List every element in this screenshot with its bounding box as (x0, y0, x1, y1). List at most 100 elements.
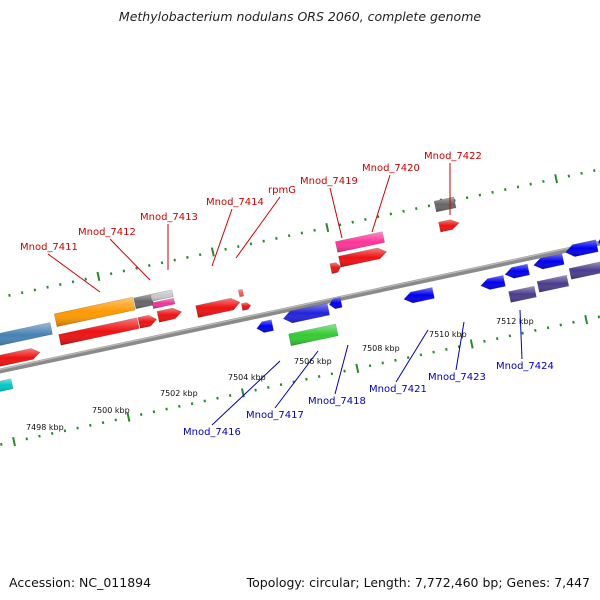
scale-tick (279, 383, 283, 387)
scale-tick (415, 207, 418, 211)
scale-tick (364, 217, 367, 221)
scale-tick (381, 361, 384, 365)
gene-features (0, 196, 600, 392)
scale-tick (0, 442, 3, 446)
kbp-label: 7500 kbp (92, 406, 130, 415)
gene-label-top[interactable]: Mnod_7411 (20, 242, 78, 253)
gene-feature-gloss (329, 297, 343, 309)
kbp-label: 7504 kbp (228, 373, 266, 382)
scale-tick (262, 239, 265, 243)
scale-tick (376, 215, 380, 219)
scale-tick (122, 269, 126, 273)
gene-label-bottom[interactable]: Mnod_7423 (428, 372, 486, 383)
scale-tick (139, 413, 143, 416)
scale-tick (572, 320, 575, 324)
scale-tick (254, 388, 257, 392)
scale-tick (33, 288, 37, 292)
gene-feature-gloss (569, 261, 600, 280)
gene-feature-gloss (0, 348, 40, 367)
gene-label-bottom[interactable]: Mnod_7424 (496, 361, 554, 372)
scale-tick (580, 171, 583, 175)
scale-tick (190, 402, 194, 406)
gene-feature-gloss (403, 287, 435, 303)
genome-summary: Topology: circular; Length: 7,772,460 bp… (246, 575, 590, 590)
scale-tick (584, 314, 589, 325)
gene-feature-gloss (238, 289, 244, 297)
gene-feature-gloss (533, 253, 565, 269)
scale-tick (338, 223, 342, 227)
scale-tick (419, 353, 423, 357)
gene-label-bottom[interactable]: Mnod_7417 (246, 410, 304, 421)
scale-tick (210, 247, 215, 257)
gene-feature-gloss (329, 262, 341, 274)
gene-feature-gloss (537, 275, 569, 293)
gene-feature-gloss (288, 324, 339, 346)
scale-tick (59, 283, 62, 286)
scale-tick (249, 242, 253, 246)
gene-label-bottom[interactable]: Mnod_7418 (308, 396, 366, 407)
scale-tick (483, 339, 486, 343)
scale-tick (343, 369, 346, 373)
scale-tick (198, 253, 202, 257)
gene-feature-gloss (0, 378, 13, 392)
scale-tick (432, 350, 435, 354)
gene-feature-gloss (195, 298, 240, 318)
scale-tick (389, 212, 393, 216)
backbone-line (0, 240, 600, 374)
scale-tick (495, 337, 499, 341)
scale-tick (427, 204, 431, 208)
gene-feature-gloss (505, 264, 530, 279)
gene-feature-gloss (133, 294, 154, 309)
gene-feature-gloss (434, 197, 456, 212)
label-leader-top (211, 208, 233, 267)
label-leader-bottom (455, 321, 465, 371)
scale-tick (534, 328, 537, 332)
gene-label-top[interactable]: Mnod_7414 (206, 197, 264, 208)
scale-tick (394, 358, 397, 362)
gene-feature-gloss (137, 315, 157, 329)
gene-label-top[interactable]: Mnod_7419 (300, 176, 358, 187)
scale-tick (300, 231, 304, 235)
scale-tick (305, 377, 308, 381)
scale-tick (12, 437, 16, 447)
gene-feature-gloss (58, 317, 140, 346)
label-leader-top (47, 253, 101, 293)
gene-feature-gloss (256, 319, 274, 333)
gene-label-top[interactable]: Mnod_7420 (362, 163, 420, 174)
map-title: Methylobacterium nodulans ORS 2060, comp… (118, 9, 482, 24)
scale-tick (8, 293, 11, 297)
label-leaders (47, 163, 523, 426)
gene-label-bottom[interactable]: Mnod_7421 (369, 384, 427, 395)
gene-label-top[interactable]: rpmG (268, 185, 296, 196)
backbone-highlight (0, 240, 600, 371)
gene-label-top[interactable]: Mnod_7413 (140, 212, 198, 223)
scale-tick (325, 222, 330, 233)
scale-tick (203, 399, 207, 403)
scale-tick (559, 323, 562, 327)
scale-tick (317, 375, 321, 379)
scale-tick (152, 410, 156, 414)
gene-feature-gloss (54, 297, 136, 327)
gene-feature-gloss (152, 298, 175, 309)
scale-ticks (0, 169, 600, 447)
scale-tick (96, 271, 101, 281)
gene-label-top[interactable]: Mnod_7412 (78, 227, 136, 238)
gene-feature-gloss (283, 303, 330, 323)
gene-feature-gloss (157, 308, 182, 323)
gene-label-bottom[interactable]: Mnod_7416 (183, 427, 241, 438)
kbp-label: 7512 kbp (496, 317, 534, 326)
gene-feature-gloss (338, 248, 387, 268)
scale-tick (406, 356, 410, 360)
gene-label-top[interactable]: Mnod_7422 (424, 151, 482, 162)
scale-tick (173, 258, 176, 262)
gene-feature-gloss (508, 286, 537, 303)
scale-tick (101, 421, 105, 425)
scale-tick (287, 234, 291, 238)
scale-tick (109, 272, 113, 276)
scale-tick (275, 236, 278, 240)
scale-tick (542, 179, 545, 183)
scale-tick (567, 174, 571, 178)
scale-tick (46, 285, 49, 289)
scale-tick (457, 345, 461, 349)
